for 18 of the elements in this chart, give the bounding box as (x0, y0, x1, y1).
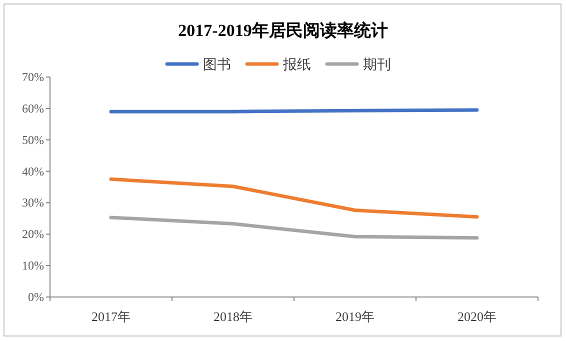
y-tick-label: 20% (22, 227, 44, 242)
y-tick-label: 70% (22, 70, 44, 84)
y-tick-label: 50% (22, 132, 44, 147)
y-tick-label: 60% (22, 101, 44, 116)
y-tick-label: 10% (22, 258, 44, 273)
legend-label: 期刊 (363, 57, 391, 73)
y-tick-label: 40% (22, 164, 44, 178)
y-tick-label: 0% (28, 290, 44, 304)
line-series (109, 177, 479, 219)
x-tick-label: 2019年 (336, 309, 374, 324)
chart-title: 2017-2019年居民阅读率统计 (178, 21, 388, 40)
x-tick-label: 2017年 (92, 309, 130, 324)
x-tick-label: 2020年 (458, 309, 496, 324)
y-tick-label: 30% (22, 196, 44, 210)
x-tick-label: 2018年 (214, 309, 252, 324)
legend-label: 图书 (203, 57, 231, 73)
legend-label: 报纸 (282, 57, 311, 73)
line-series (109, 216, 479, 240)
